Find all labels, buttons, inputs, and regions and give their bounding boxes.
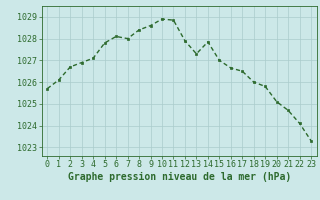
X-axis label: Graphe pression niveau de la mer (hPa): Graphe pression niveau de la mer (hPa) [68,172,291,182]
